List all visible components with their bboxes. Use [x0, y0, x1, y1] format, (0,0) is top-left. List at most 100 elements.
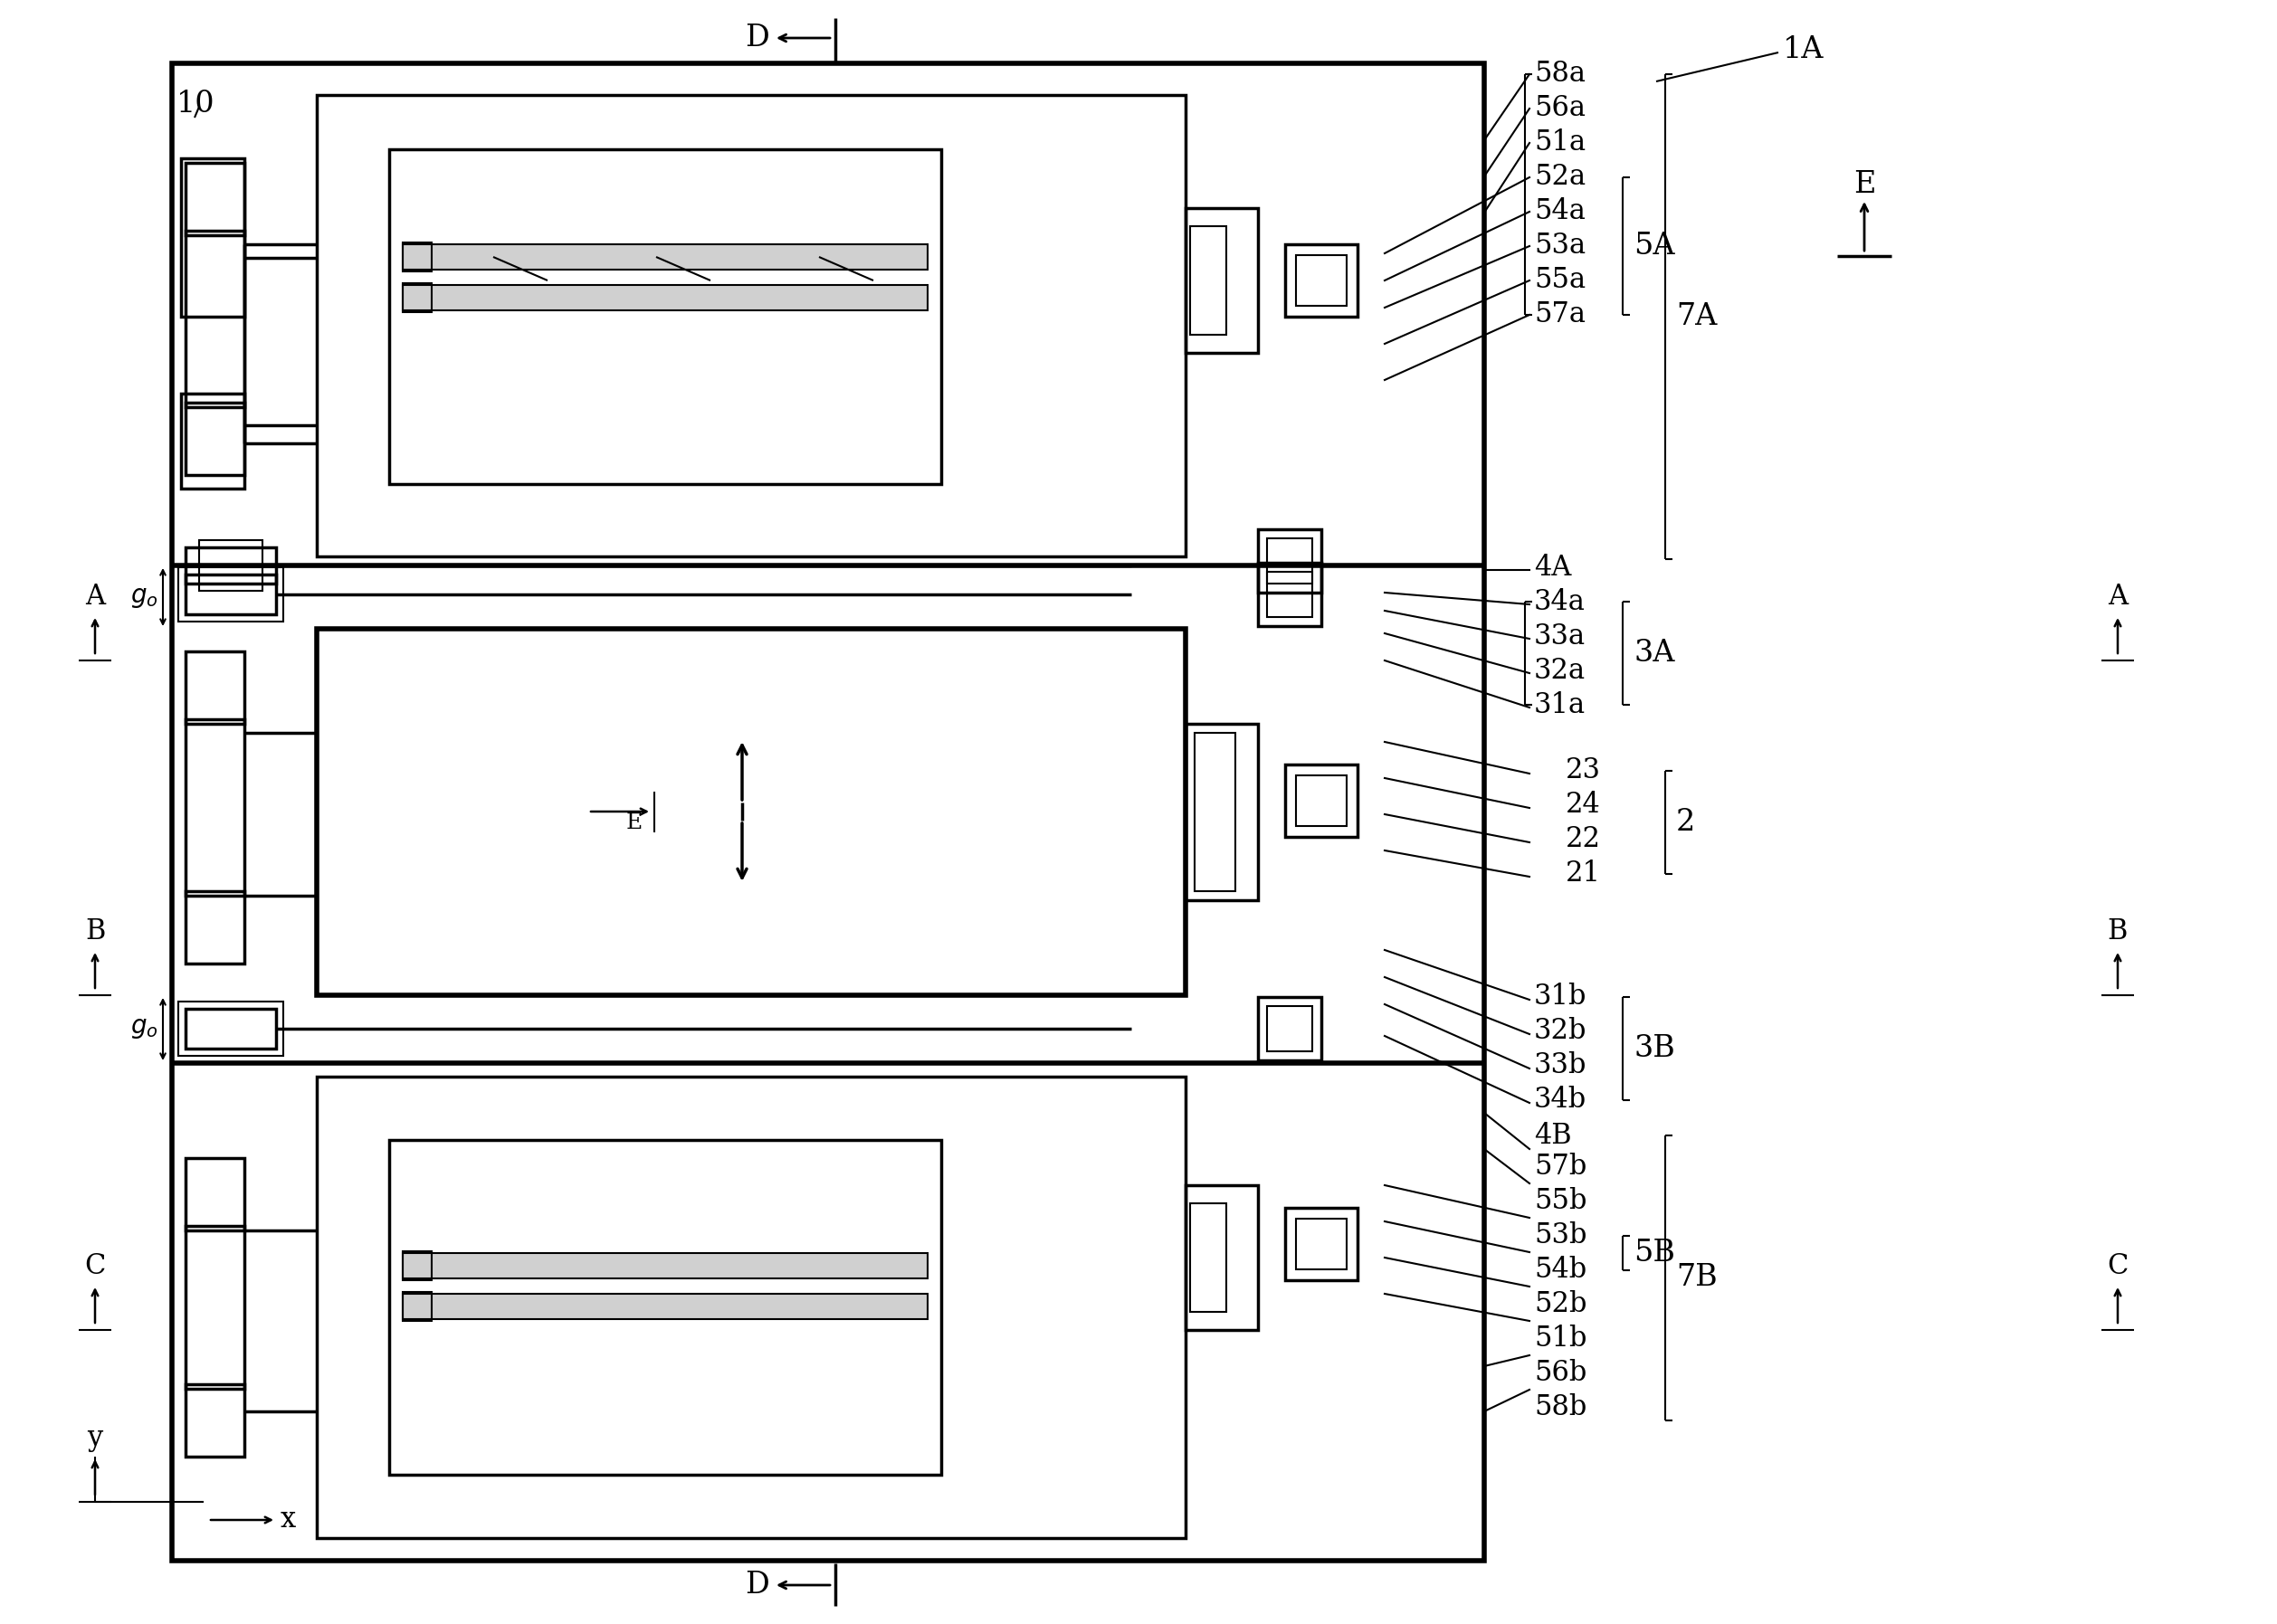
- Text: D: D: [745, 1570, 770, 1600]
- Bar: [184, 231, 244, 408]
- Text: 33a: 33a: [1535, 622, 1585, 650]
- Text: 1A: 1A: [1783, 36, 1824, 65]
- Bar: [184, 1226, 244, 1389]
- Text: 31a: 31a: [1535, 690, 1585, 719]
- Text: 56b: 56b: [1535, 1359, 1587, 1387]
- Text: 32b: 32b: [1535, 1017, 1587, 1046]
- Bar: [1284, 765, 1357, 836]
- Bar: [1296, 255, 1346, 305]
- Bar: [184, 719, 244, 896]
- Text: 31b: 31b: [1535, 983, 1587, 1012]
- Bar: [403, 283, 433, 312]
- Bar: [1257, 529, 1321, 593]
- Text: C: C: [2106, 1252, 2129, 1280]
- Text: 57a: 57a: [1535, 300, 1585, 330]
- Text: 54a: 54a: [1535, 198, 1585, 226]
- Text: 22: 22: [1567, 825, 1601, 854]
- Bar: [403, 1254, 927, 1278]
- Text: 58b: 58b: [1535, 1393, 1587, 1421]
- Bar: [317, 628, 1186, 996]
- Text: B: B: [84, 918, 105, 945]
- Bar: [184, 1009, 276, 1049]
- Bar: [403, 284, 927, 310]
- Bar: [389, 1140, 940, 1475]
- Bar: [1257, 564, 1321, 627]
- Text: $g_o$: $g_o$: [130, 585, 159, 609]
- Text: A: A: [2109, 583, 2127, 611]
- Bar: [184, 1384, 244, 1457]
- Bar: [1195, 732, 1236, 892]
- Text: 5B: 5B: [1633, 1239, 1676, 1268]
- Text: 7A: 7A: [1676, 302, 1717, 331]
- Bar: [1191, 1203, 1227, 1312]
- Text: E: E: [626, 814, 642, 833]
- Bar: [1191, 226, 1227, 335]
- Text: 52a: 52a: [1535, 164, 1585, 192]
- Text: 52b: 52b: [1535, 1291, 1587, 1319]
- Text: 33b: 33b: [1535, 1052, 1587, 1080]
- Text: 34a: 34a: [1535, 588, 1585, 615]
- Bar: [184, 892, 244, 963]
- Bar: [403, 1293, 433, 1320]
- Text: 54b: 54b: [1535, 1257, 1587, 1285]
- Bar: [1266, 572, 1312, 617]
- Bar: [1284, 1208, 1357, 1280]
- Text: 56a: 56a: [1535, 94, 1585, 122]
- Text: 4A: 4A: [1535, 554, 1571, 581]
- Text: 51a: 51a: [1535, 128, 1585, 158]
- Text: 23: 23: [1567, 757, 1601, 784]
- Text: D: D: [745, 23, 770, 52]
- Text: 3B: 3B: [1633, 1034, 1676, 1064]
- Text: x: x: [280, 1505, 296, 1535]
- Bar: [184, 162, 244, 235]
- Bar: [198, 541, 262, 591]
- Bar: [1186, 1186, 1257, 1330]
- Text: y: y: [87, 1424, 102, 1452]
- Text: 58a: 58a: [1535, 60, 1585, 88]
- Text: 3A: 3A: [1633, 638, 1674, 667]
- Bar: [317, 94, 1186, 557]
- Text: 24: 24: [1567, 791, 1601, 818]
- Bar: [173, 63, 1485, 1561]
- Bar: [1186, 208, 1257, 352]
- Bar: [184, 651, 244, 724]
- Bar: [184, 547, 276, 583]
- Text: 2: 2: [1676, 807, 1696, 836]
- Text: 57b: 57b: [1535, 1153, 1587, 1181]
- Text: 53a: 53a: [1535, 232, 1585, 260]
- Bar: [403, 244, 927, 270]
- Bar: [1284, 244, 1357, 317]
- Bar: [403, 1294, 927, 1319]
- Text: 34b: 34b: [1535, 1086, 1587, 1114]
- Text: 55a: 55a: [1535, 266, 1585, 294]
- Bar: [184, 575, 276, 614]
- Text: 55b: 55b: [1535, 1187, 1587, 1215]
- Bar: [1266, 1005, 1312, 1051]
- Text: 10: 10: [178, 89, 214, 119]
- Bar: [389, 149, 940, 484]
- Bar: [180, 393, 244, 489]
- Text: 4B: 4B: [1535, 1122, 1571, 1150]
- Text: 51b: 51b: [1535, 1325, 1587, 1353]
- Text: 7B: 7B: [1676, 1263, 1717, 1293]
- Bar: [178, 1002, 282, 1056]
- Bar: [403, 242, 433, 271]
- Bar: [184, 1158, 244, 1231]
- Text: 21: 21: [1567, 861, 1601, 888]
- Bar: [178, 567, 282, 622]
- Bar: [403, 1250, 433, 1280]
- Bar: [1186, 724, 1257, 900]
- Text: $g_o$: $g_o$: [130, 1017, 159, 1041]
- Text: A: A: [84, 583, 105, 611]
- Bar: [1296, 775, 1346, 827]
- Text: E: E: [1853, 171, 1876, 200]
- Text: 32a: 32a: [1535, 656, 1585, 684]
- Text: B: B: [2109, 918, 2127, 945]
- Text: 5A: 5A: [1633, 232, 1676, 260]
- Bar: [180, 158, 244, 317]
- Bar: [1296, 1218, 1346, 1270]
- Text: 53b: 53b: [1535, 1221, 1587, 1250]
- Bar: [317, 1077, 1186, 1538]
- Text: C: C: [84, 1252, 105, 1280]
- Bar: [1257, 997, 1321, 1060]
